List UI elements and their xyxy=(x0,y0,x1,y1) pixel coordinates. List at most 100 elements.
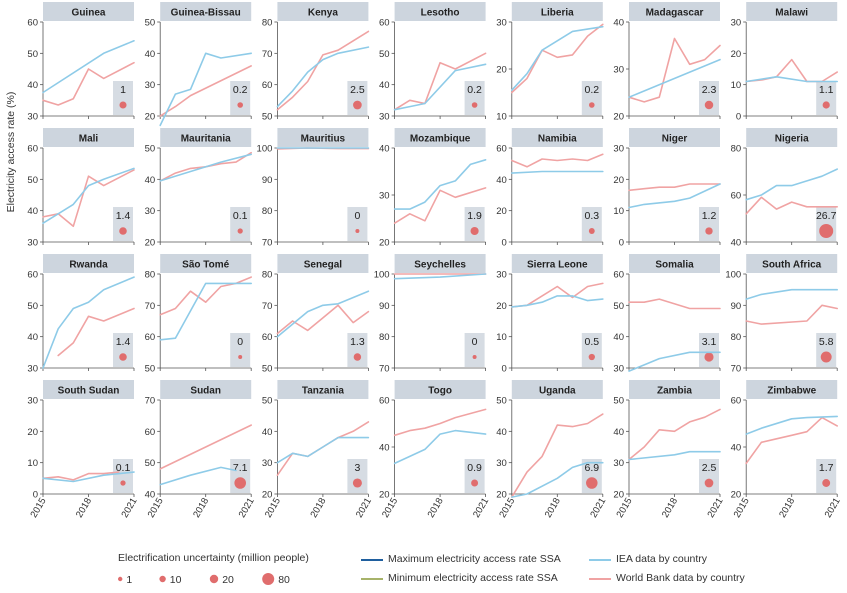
y-tick-label: 70 xyxy=(262,49,273,60)
panel-title: Namibia xyxy=(538,134,577,145)
uncertainty-badge xyxy=(113,207,133,241)
iea-series-line xyxy=(510,170,604,174)
uncertainty-value: 0.1 xyxy=(233,210,248,222)
y-tick-label: 30 xyxy=(613,65,624,76)
world-bank-series-line xyxy=(510,153,604,168)
panel-senegal: Senegal 50 60 70 80 1.3 xyxy=(262,254,370,375)
uncertainty-badge xyxy=(347,333,368,367)
uncertainty-badge xyxy=(230,333,251,367)
iea-series-line xyxy=(745,288,839,300)
panel-header xyxy=(43,254,134,273)
panel-kenya: Kenya 50 60 70 80 2.5 xyxy=(262,2,370,123)
y-tick-label: 90 xyxy=(731,301,742,312)
uncertainty-value: 0.5 xyxy=(584,336,599,348)
iea-series-line xyxy=(159,466,237,486)
world-bank-series-line xyxy=(745,196,839,215)
panel-mauritania: Mauritania 20 30 40 50 0.1 xyxy=(145,128,252,249)
y-tick-label: 70 xyxy=(145,301,156,312)
y-tick-label: 60 xyxy=(145,427,156,438)
uncertainty-value: 3 xyxy=(354,462,360,474)
uncertainty-value: 0.3 xyxy=(584,210,599,222)
panels-grid: Guinea304050601Guinea-Bissau203040500.2K… xyxy=(27,2,843,520)
y-tick-label: 100 xyxy=(374,270,390,281)
panel-header xyxy=(511,2,603,21)
panel-title: Seychelles xyxy=(414,260,466,271)
uncertainty-dot xyxy=(119,227,127,235)
panel-madagascar: Madagascar 20 30 40 2.3 xyxy=(613,2,721,123)
panel-header xyxy=(629,380,720,399)
uncertainty-badge xyxy=(699,333,719,367)
legend-size-label: 1 xyxy=(126,574,132,586)
y-tick-label: 10 xyxy=(496,332,507,343)
y-tick-label: 40 xyxy=(27,206,38,217)
uncertainty-dot xyxy=(704,100,714,110)
panel-title: Lesotho xyxy=(421,8,460,19)
y-tick-label: 40 xyxy=(145,175,156,186)
panel-header xyxy=(394,2,486,21)
panel-lesotho: Lesotho 30 40 50 60 0.2 xyxy=(379,2,487,123)
uncertainty-badge xyxy=(816,81,837,115)
x-tick-label: 2015 xyxy=(29,496,49,520)
y-tick-label: 20 xyxy=(379,490,390,501)
panel-title: Rwanda xyxy=(69,260,108,271)
y-tick-label: 30 xyxy=(613,458,624,469)
y-tick-label: 20 xyxy=(496,65,507,76)
y-tick-label: 10 xyxy=(731,80,742,91)
world-bank-series-line xyxy=(57,307,135,357)
y-tick-label: 80 xyxy=(145,270,156,281)
iea-series-line xyxy=(745,76,839,83)
uncertainty-value: 6.9 xyxy=(584,462,599,474)
x-tick-label: 2021 xyxy=(823,496,843,520)
y-tick-label: 0 xyxy=(619,238,624,249)
panel-title: South Africa xyxy=(762,260,822,271)
y-tick-label: 30 xyxy=(496,270,507,281)
y-tick-label: 30 xyxy=(27,364,38,375)
panel-header xyxy=(394,128,486,147)
panel-title: São Tomé xyxy=(182,260,229,271)
panel-header xyxy=(629,254,720,273)
y-tick-label: 10 xyxy=(496,112,507,123)
legend-line-label: World Bank data by country xyxy=(616,572,745,584)
uncertainty-value: 2.3 xyxy=(702,84,717,96)
y-tick-label: 10 xyxy=(27,458,38,469)
y-tick-label: 20 xyxy=(613,175,624,186)
uncertainty-dot xyxy=(352,478,362,488)
uncertainty-dot xyxy=(237,102,244,108)
x-tick-label: 2018 xyxy=(191,496,211,520)
uncertainty-dot xyxy=(820,351,832,363)
uncertainty-dot xyxy=(704,352,714,362)
y-tick-label: 40 xyxy=(262,427,273,438)
uncertainty-value: 1.4 xyxy=(116,336,131,348)
panel-header xyxy=(277,2,369,21)
legend-size-dot xyxy=(209,574,219,584)
uncertainty-badge xyxy=(464,333,485,367)
y-tick-label: 20 xyxy=(613,490,624,501)
y-tick-label: 70 xyxy=(731,364,742,375)
panel-rwanda: Rwanda 30 40 50 60 1.4 xyxy=(27,254,135,375)
y-tick-label: 50 xyxy=(262,364,273,375)
y-tick-label: 70 xyxy=(262,301,273,312)
uncertainty-dot xyxy=(234,477,246,489)
x-tick-label: 2021 xyxy=(237,496,257,520)
panel-guinea: Guinea 30 40 50 60 1 xyxy=(27,2,135,123)
panel-header xyxy=(511,128,603,147)
legend-line-swatch xyxy=(589,559,611,561)
y-tick-label: 40 xyxy=(27,332,38,343)
iea-series-line xyxy=(393,429,487,465)
y-tick-label: 40 xyxy=(145,49,156,60)
uncertainty-dot xyxy=(355,229,360,233)
uncertainty-dot xyxy=(353,353,362,361)
world-bank-series-line xyxy=(510,413,604,498)
panel-header xyxy=(277,254,369,273)
x-tick-label: 2021 xyxy=(588,496,608,520)
y-tick-label: 30 xyxy=(262,458,273,469)
y-tick-label: 50 xyxy=(27,301,38,312)
uncertainty-value: 0.9 xyxy=(467,462,482,474)
x-tick-label: 2021 xyxy=(120,496,140,520)
y-tick-label: 30 xyxy=(27,396,38,407)
y-tick-label: 50 xyxy=(145,18,156,29)
iea-series-line xyxy=(628,58,721,98)
world-bank-series-line xyxy=(510,23,604,94)
uncertainty-dot xyxy=(119,101,127,109)
